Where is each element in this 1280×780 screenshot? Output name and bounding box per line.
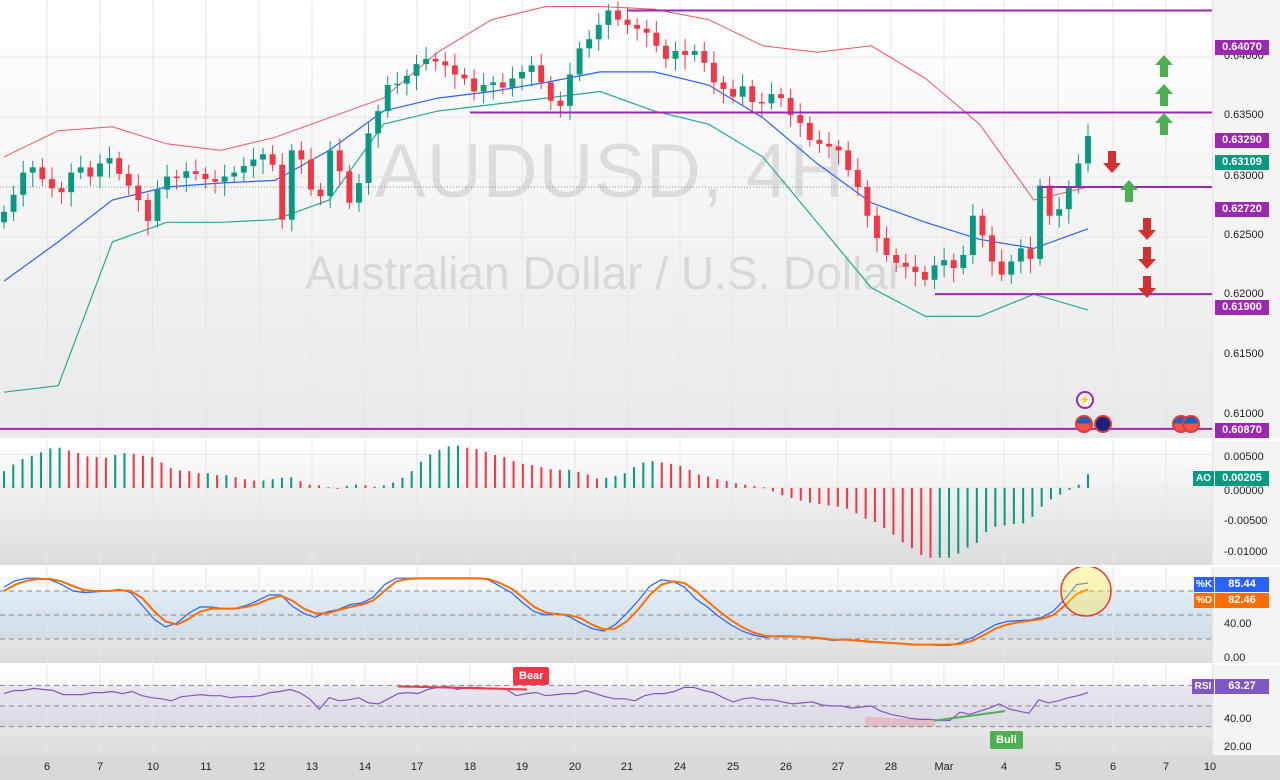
price-tick: 0.62000	[1224, 288, 1264, 300]
level-tag-0.61900: 0.61900	[1215, 300, 1269, 315]
level-tag-0.62720: 0.62720	[1215, 202, 1269, 217]
time-axis[interactable]: 6 7 10 11 12 13 14 17 18 19 20 21 24 25 26 27 28 Mar 4 5 6 7 1…	[0, 755, 1280, 780]
symbol-watermark: AUDUSD, 4H	[375, 129, 846, 214]
price-axis[interactable]	[1212, 0, 1280, 438]
us-flag-event-icon[interactable]	[1182, 415, 1200, 433]
arrow-up-icon	[1120, 180, 1138, 202]
pane-separator[interactable]	[0, 565, 1280, 567]
time-axis-label: 10	[146, 761, 160, 773]
time-axis-label: 6	[43, 761, 51, 773]
stoch-k-name-tag: %K	[1194, 577, 1214, 592]
ao-tick: -0.00500	[1224, 515, 1268, 527]
ao-axis[interactable]	[1212, 441, 1280, 565]
level-tag-0.63290: 0.63290	[1215, 133, 1269, 148]
arrow-up-icon	[1155, 84, 1173, 106]
symbol-description-watermark: Australian Dollar / U.S. Dollar	[305, 247, 904, 299]
time-axis-label: 5	[1054, 761, 1062, 773]
time-axis-label: 24	[673, 761, 687, 773]
rsi-pane[interactable]	[0, 665, 1212, 755]
time-axis-label: 13	[305, 761, 319, 773]
time-axis-label: 17	[410, 761, 424, 773]
ao-tick: 0.00000	[1224, 485, 1264, 497]
arrow-down-icon	[1138, 276, 1156, 298]
stoch-tick: 40.00	[1224, 618, 1252, 630]
time-axis-label: 27	[831, 761, 845, 773]
time-axis-label: 11	[200, 761, 212, 773]
ao-tick: -0.01000	[1224, 546, 1268, 558]
time-axis-label: 18	[463, 761, 477, 773]
bearish-divergence-label: Bear	[513, 667, 550, 685]
time-axis-label: 4	[1000, 761, 1008, 773]
rsi-line	[0, 665, 1212, 755]
ao-histogram	[0, 441, 1212, 565]
rsi-value-tag: 63.27	[1215, 679, 1269, 694]
lightning-event-icon[interactable]: ⚡	[1076, 391, 1094, 409]
awesome-oscillator-pane[interactable]	[0, 441, 1212, 565]
price-tick: 0.62500	[1224, 229, 1264, 241]
ao-value-tag: 0.00205	[1215, 471, 1269, 486]
price-tick: 0.63500	[1224, 109, 1264, 121]
arrow-up-icon	[1155, 55, 1173, 77]
stoch-d-value-tag: 82.46	[1215, 593, 1269, 608]
time-axis-label: 7	[96, 761, 104, 773]
time-axis-label: 21	[620, 761, 634, 773]
time-axis-label: 28	[884, 761, 898, 773]
time-axis-label: 10	[1203, 761, 1217, 773]
time-axis-label: Mar	[934, 761, 954, 773]
time-axis-label: 26	[779, 761, 793, 773]
level-tag-0.64070: 0.64070	[1215, 40, 1269, 55]
time-axis-label: 20	[568, 761, 582, 773]
pane-separator[interactable]	[0, 663, 1280, 665]
time-axis-label: 6	[1109, 761, 1117, 773]
au-flag-event-icon[interactable]	[1094, 415, 1112, 433]
time-axis-label: 19	[515, 761, 529, 773]
price-chart-pane[interactable]: AUDUSD, 4H Australian Dollar / U.S. Doll…	[0, 0, 1212, 438]
current-price-tag: 0.63109	[1215, 155, 1269, 170]
price-tick: 0.61000	[1224, 408, 1264, 420]
pane-separator[interactable]	[0, 438, 1280, 440]
us-flag-event-icon[interactable]	[1075, 415, 1093, 433]
time-axis-label: 7	[1162, 761, 1170, 773]
stochastic-lines	[0, 567, 1212, 663]
ao-tick: 0.00500	[1224, 451, 1264, 463]
arrow-down-icon	[1138, 247, 1156, 269]
ao-name-tag: AO	[1193, 471, 1214, 486]
rsi-name-tag: RSI	[1192, 679, 1214, 694]
stoch-d-name-tag: %D	[1194, 593, 1214, 608]
price-tick: 0.63000	[1224, 170, 1264, 182]
candlestick-chart	[0, 0, 1212, 438]
rsi-tick: 20.00	[1224, 741, 1252, 753]
bullish-divergence-label: Bull	[990, 731, 1023, 749]
stoch-k-value-tag: 85.44	[1215, 577, 1269, 592]
arrow-down-icon	[1103, 151, 1121, 173]
arrow-down-icon	[1138, 218, 1156, 240]
time-axis-label: 25	[726, 761, 740, 773]
arrow-up-icon	[1155, 113, 1173, 135]
price-tick: 0.61500	[1224, 348, 1264, 360]
stoch-tick: 0.00	[1224, 652, 1246, 664]
time-axis-label: 12	[252, 761, 266, 773]
stochastic-pane[interactable]	[0, 567, 1212, 663]
time-axis-label: 14	[358, 761, 372, 773]
rsi-tick: 40.00	[1224, 713, 1252, 725]
level-tag-0.60870: 0.60870	[1215, 423, 1269, 438]
